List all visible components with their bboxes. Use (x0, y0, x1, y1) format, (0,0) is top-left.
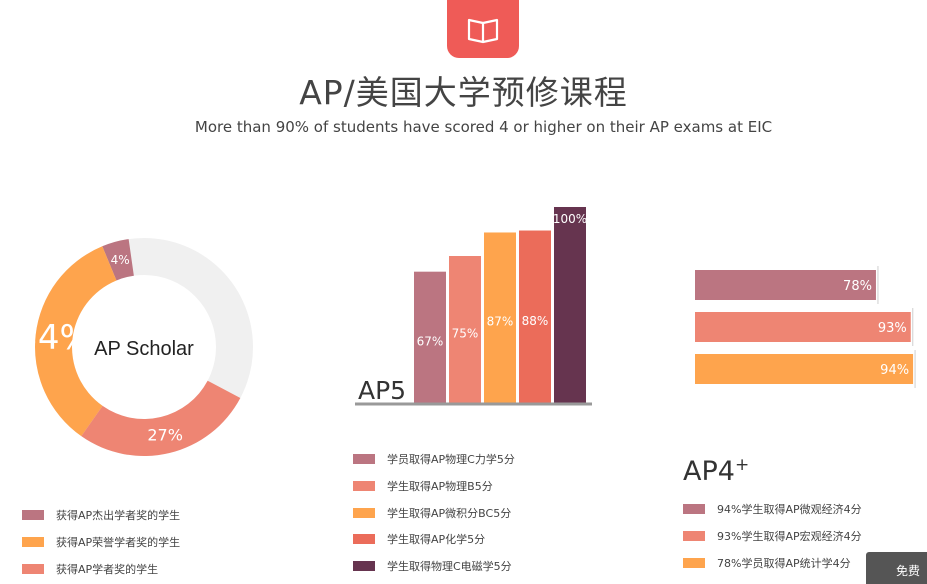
ap4-bar (695, 270, 876, 300)
ap5-bar (519, 230, 551, 403)
ap5-axis-label: AP5 (358, 376, 406, 405)
legend-swatch (683, 504, 705, 515)
legend-label: 学生取得AP微积分BC5分 (387, 506, 512, 520)
legend-swatch (683, 531, 705, 542)
free-consult-button[interactable]: 免费 (866, 552, 927, 584)
ap4-bar-label: 93% (878, 321, 907, 336)
legend-label: 学生取得AP化学5分 (387, 533, 486, 547)
donut-slice-label: 4% (111, 253, 130, 267)
donut-slice (102, 239, 134, 281)
ap4-legend-item: 94%学生取得AP微观经济4分 (683, 496, 862, 523)
donut-slice (81, 380, 241, 456)
ap5-legend-item: 学生取得AP化学5分 (353, 526, 515, 553)
legend-label: 学生取得物理C电磁学5分 (387, 560, 512, 574)
ap5-legend-item: 学生取得AP物理B5分 (353, 473, 515, 500)
ap5-legend-item: 学生取得物理C电磁学5分 (353, 553, 515, 580)
legend-swatch (683, 557, 705, 568)
legend-label: 获得AP学者奖的学生 (56, 562, 159, 576)
page-subtitle: More than 90% of students have scored 4 … (194, 118, 773, 136)
ap4-title-sup: + (734, 455, 750, 475)
ap5-legend-item: 学生取得AP微积分BC5分 (353, 499, 515, 526)
ap4-bar (695, 354, 914, 384)
ap-scholar-donut-chart: AP Scholar 4% 34% 27% (16, 238, 253, 456)
legend-swatch (353, 481, 375, 492)
ap5-bar (414, 271, 446, 403)
donut-legend-item: 获得AP学者奖的学生 (22, 555, 180, 582)
ap4-title: AP4+ (683, 455, 749, 487)
legend-swatch (22, 510, 44, 521)
legend-label: 78%学员取得AP统计学4分 (717, 556, 851, 570)
legend-swatch (353, 534, 375, 545)
ap5-bar (554, 207, 586, 403)
ap5-bar-label: 67% (417, 334, 444, 348)
ap4-bar-chart: 78% 93% 94% (695, 266, 916, 388)
ap5-legend-item: 学员取得AP物理C力学5分 (353, 446, 515, 473)
ap5-legend: 学员取得AP物理C力学5分 学生取得AP物理B5分学生取得AP微积分BC5分 学生取… (353, 446, 515, 579)
ap5-bar-chart: 67% 75% 87% 88% 100% AP5 (355, 207, 592, 406)
donut-slice-label: 27% (147, 426, 183, 445)
legend-label: 获得AP杰出学者奖的学生 (56, 509, 181, 523)
open-book-icon (467, 18, 499, 44)
ap4-bar (695, 312, 911, 342)
legend-label: 学生取得AP物理B5分 (387, 480, 493, 494)
ap4-bar-label: 94% (880, 363, 909, 378)
donut-slice-label: 34% (16, 318, 92, 358)
ap5-bar-label: 75% (452, 327, 479, 341)
legend-label: 94%学生取得AP微观经济4分 (717, 503, 862, 517)
ap5-bar-label: 88% (522, 314, 549, 328)
legend-label: 学员取得AP物理C力学5分 (387, 453, 515, 467)
donut-center-label: AP Scholar (94, 338, 194, 360)
page-title: AP/美国大学预修课程 (299, 73, 628, 112)
legend-label: 93%学生取得AP宏观经济4分 (717, 530, 862, 544)
donut-slice (35, 246, 117, 437)
ap5-bar-label: 87% (487, 315, 514, 329)
ap4-bar-label: 78% (843, 279, 872, 294)
donut-legend-item: 获得AP荣誉学者奖的学生 (22, 529, 180, 556)
legend-swatch (22, 537, 44, 548)
legend-swatch (22, 563, 44, 574)
ap5-bar (449, 256, 481, 403)
ap4-title-main: AP4 (683, 456, 735, 487)
legend-swatch (353, 454, 375, 465)
ap4-legend: 94%学生取得AP微观经济4分 93%学生取得AP宏观经济4分 78%学员取得AP统… (683, 496, 862, 576)
legend-swatch (353, 507, 375, 518)
ap4-legend-item: 93%学生取得AP宏观经济4分 (683, 523, 862, 550)
legend-swatch (353, 561, 375, 572)
ap5-bar (484, 232, 516, 403)
logo-badge (447, 0, 519, 58)
ap5-bar-label: 100% (553, 212, 587, 226)
ap4-legend-item: 78%学员取得AP统计学4分 (683, 549, 862, 576)
donut-legend-item: 获得AP杰出学者奖的学生 (22, 502, 180, 529)
legend-label: 获得AP荣誉学者奖的学生 (56, 536, 181, 550)
donut-legend: 获得AP杰出学者奖的学生 获得AP荣誉学者奖的学生 获得AP学者奖的学生 (22, 502, 180, 582)
